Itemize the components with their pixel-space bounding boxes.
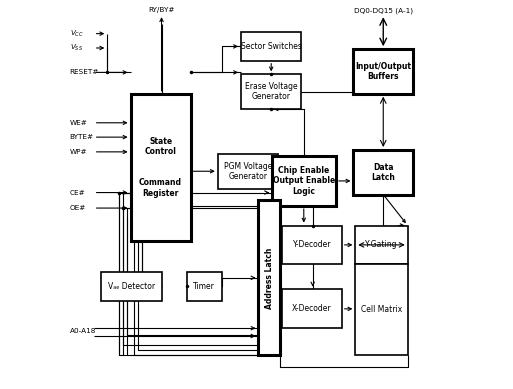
Bar (272, 156, 336, 206)
Text: $V_{CC}$: $V_{CC}$ (70, 28, 84, 39)
Text: RESET#: RESET# (70, 69, 99, 75)
Text: Vₐₑ Detector: Vₐₑ Detector (108, 282, 155, 291)
Bar (356, 264, 408, 356)
Bar (130, 94, 191, 241)
Text: WE#: WE# (70, 120, 88, 126)
Text: Address Latch: Address Latch (265, 247, 273, 308)
Bar (282, 226, 342, 264)
Text: $V_{SS}$: $V_{SS}$ (70, 43, 83, 53)
Bar (353, 49, 413, 94)
Text: Cell Matrix: Cell Matrix (361, 305, 402, 314)
Bar (241, 32, 301, 61)
Text: Erase Voltage
Generator: Erase Voltage Generator (245, 82, 298, 102)
Text: A0-A18: A0-A18 (70, 328, 96, 334)
Text: WP#: WP# (70, 149, 87, 155)
Text: Sector Switches: Sector Switches (241, 42, 302, 51)
Bar (218, 154, 278, 189)
Text: State
Control


Command
Register: State Control Command Register (139, 137, 182, 198)
Text: CE#: CE# (70, 189, 86, 196)
Text: BYTE#: BYTE# (70, 134, 94, 140)
Text: Y-Decoder: Y-Decoder (292, 240, 331, 249)
Text: X-Decoder: X-Decoder (292, 304, 331, 314)
Bar (241, 74, 301, 109)
Bar (353, 150, 413, 194)
Text: DQ0-DQ15 (A-1): DQ0-DQ15 (A-1) (354, 7, 413, 14)
Text: Chip Enable
Output Enable
Logic: Chip Enable Output Enable Logic (273, 166, 335, 196)
Bar (102, 272, 162, 301)
Text: PGM Voltage
Generator: PGM Voltage Generator (224, 161, 272, 181)
Bar (187, 272, 222, 301)
Text: RY/BY#: RY/BY# (148, 7, 175, 13)
Text: Y-Gating: Y-Gating (365, 240, 398, 249)
Text: Data
Latch: Data Latch (371, 163, 396, 182)
Bar (259, 200, 280, 356)
Bar (282, 289, 342, 328)
Bar (356, 226, 408, 264)
Text: Input/Output
Buffers: Input/Output Buffers (356, 62, 411, 81)
Text: Timer: Timer (193, 282, 215, 291)
Text: OE#: OE# (70, 205, 86, 211)
